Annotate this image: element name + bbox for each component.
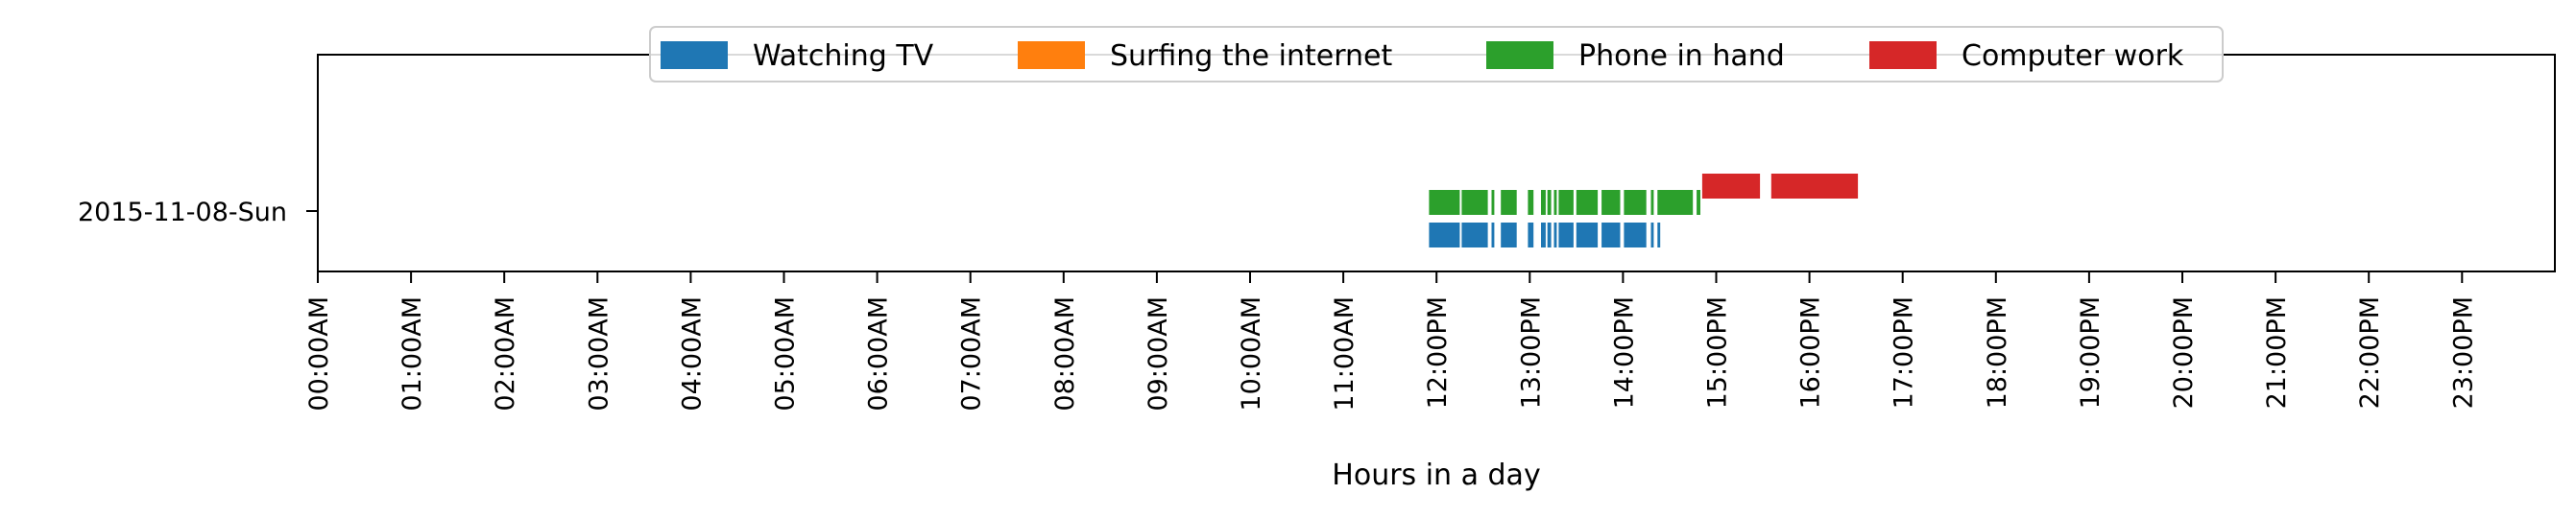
bar-phone-in-hand-10 — [1601, 190, 1621, 215]
bar-phone-in-hand-8 — [1558, 190, 1574, 215]
x-tick-label: 09:00AM — [1144, 296, 1173, 412]
legend-label-surfing-the-internet: Surfing the internet — [1110, 39, 1392, 73]
y-axis: 2015-11-08-Sun — [78, 198, 318, 227]
legend-swatch-surfing-the-internet — [1018, 41, 1085, 69]
bar-watching-tv-13 — [1657, 223, 1661, 247]
x-tick-label: 16:00PM — [1796, 296, 1826, 409]
bar-phone-in-hand-0 — [1429, 190, 1460, 215]
bar-phone-in-hand-7 — [1553, 190, 1557, 215]
bars-layer — [1429, 174, 1859, 247]
x-tick-label: 03:00AM — [584, 296, 614, 412]
bar-watching-tv-0 — [1429, 223, 1460, 247]
x-tick-label: 02:00AM — [491, 296, 520, 412]
x-axis: 00:00AM 01:00AM 02:00AM 03:00AM 04:00AM 05:00… — [304, 271, 2478, 412]
legend-swatch-watching-tv — [661, 41, 728, 69]
bar-phone-in-hand-2 — [1491, 190, 1495, 215]
x-tick-label: 11:00AM — [1330, 296, 1360, 412]
legend-label-computer-work: Computer work — [1962, 39, 2184, 73]
x-tick-label: 05:00AM — [771, 296, 801, 412]
x-tick-label: 12:00PM — [1423, 296, 1453, 409]
x-tick-label: 15:00PM — [1703, 296, 1733, 409]
x-tick-label: 13:00PM — [1516, 296, 1546, 409]
legend-swatch-phone-in-hand — [1486, 41, 1553, 69]
bar-computer-work-0 — [1701, 174, 1761, 199]
bar-watching-tv-2 — [1491, 223, 1495, 247]
x-tick-label: 08:00AM — [1050, 296, 1080, 412]
x-tick-label: 23:00PM — [2448, 296, 2478, 409]
bar-computer-work-1 — [1770, 174, 1859, 199]
bar-watching-tv-4 — [1528, 223, 1534, 247]
bar-watching-tv-3 — [1501, 223, 1517, 247]
x-tick-label: 07:00AM — [957, 296, 987, 412]
x-tick-label: 22:00PM — [2355, 296, 2385, 409]
bar-phone-in-hand-5 — [1541, 190, 1546, 215]
bar-phone-in-hand-1 — [1461, 190, 1488, 215]
x-tick-label: 04:00AM — [677, 296, 707, 412]
y-tick-label: 2015-11-08-Sun — [78, 198, 287, 227]
bar-watching-tv-5 — [1541, 223, 1546, 247]
bar-watching-tv-9 — [1576, 223, 1599, 247]
bar-watching-tv-12 — [1650, 223, 1654, 247]
bar-phone-in-hand-13 — [1657, 190, 1694, 215]
x-tick-label: 14:00PM — [1609, 296, 1639, 409]
bar-watching-tv-6 — [1547, 223, 1552, 247]
bar-watching-tv-1 — [1461, 223, 1488, 247]
bar-watching-tv-11 — [1624, 223, 1647, 247]
legend-swatch-computer-work — [1869, 41, 1937, 69]
legend-label-phone-in-hand: Phone in hand — [1578, 39, 1785, 73]
bar-phone-in-hand-12 — [1650, 190, 1654, 215]
x-tick-label: 20:00PM — [2169, 296, 2199, 409]
legend: Watching TV Surfing the internet Phone in … — [649, 26, 2224, 82]
bar-watching-tv-7 — [1553, 223, 1557, 247]
bar-phone-in-hand-6 — [1547, 190, 1552, 215]
x-tick-label: 21:00PM — [2262, 296, 2292, 409]
bar-phone-in-hand-3 — [1501, 190, 1517, 215]
x-tick-label: 10:00AM — [1237, 296, 1266, 412]
bar-watching-tv-10 — [1601, 223, 1621, 247]
bar-watching-tv-8 — [1558, 223, 1574, 247]
x-tick-label: 17:00PM — [1890, 296, 1919, 409]
bar-phone-in-hand-4 — [1528, 190, 1534, 215]
x-tick-label: 19:00PM — [2076, 296, 2106, 409]
bar-phone-in-hand-9 — [1576, 190, 1599, 215]
x-tick-label: 18:00PM — [1983, 296, 2012, 409]
bar-phone-in-hand-11 — [1624, 190, 1647, 215]
x-tick-label: 06:00AM — [864, 296, 894, 412]
x-tick-label: 01:00AM — [397, 296, 427, 412]
x-tick-label: 00:00AM — [304, 296, 334, 412]
legend-label-watching-tv: Watching TV — [753, 39, 934, 73]
bar-phone-in-hand-14 — [1697, 190, 1700, 215]
x-axis-label: Hours in a day — [1332, 459, 1540, 492]
